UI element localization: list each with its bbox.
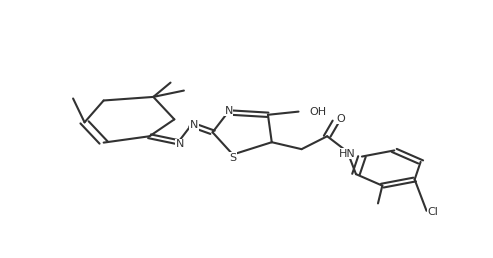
Text: N: N: [224, 106, 233, 116]
Text: N: N: [176, 139, 184, 149]
Text: OH: OH: [309, 107, 326, 117]
Text: O: O: [336, 114, 345, 124]
Text: Cl: Cl: [427, 207, 439, 217]
Text: N: N: [190, 120, 198, 130]
Text: S: S: [229, 153, 236, 163]
Text: HN: HN: [339, 149, 356, 159]
